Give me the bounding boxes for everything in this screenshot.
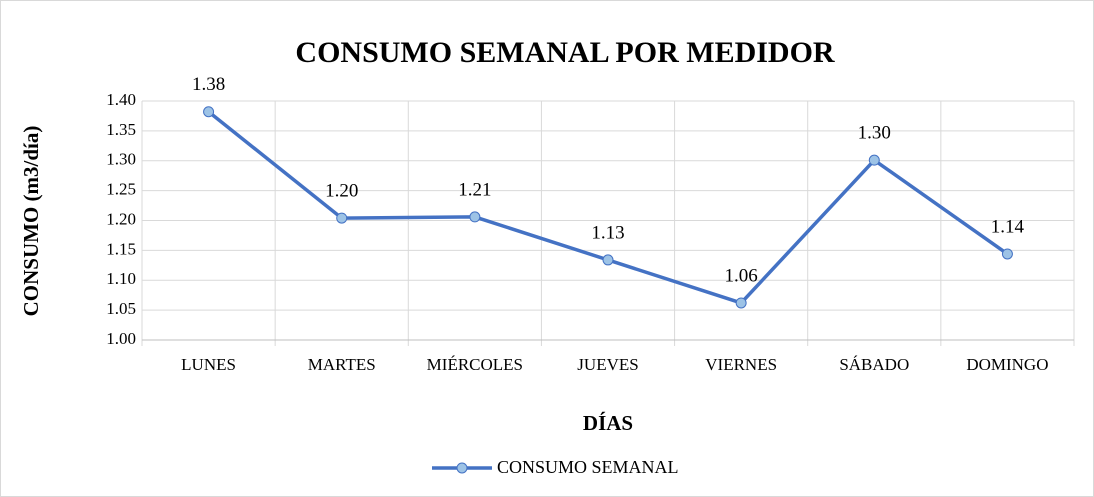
y-tick-label: 1.05 — [106, 299, 136, 318]
data-label: 1.14 — [991, 216, 1025, 237]
data-point — [203, 106, 215, 118]
x-tick-label: VIERNES — [705, 355, 777, 374]
y-tick-label: 1.15 — [106, 239, 136, 258]
x-tick-label: DOMINGO — [966, 355, 1048, 374]
x-tick-label: JUEVES — [577, 355, 638, 374]
legend-marker — [456, 462, 468, 474]
data-point — [602, 254, 614, 266]
data-label: 1.06 — [725, 265, 758, 286]
data-label: 1.38 — [192, 74, 225, 95]
y-tick-label: 1.35 — [106, 120, 136, 139]
x-axis-label: DÍAS — [583, 411, 633, 435]
data-point — [1001, 248, 1013, 260]
y-axis-label: CONSUMO (m3/día) — [19, 126, 43, 317]
data-point — [336, 212, 348, 224]
chart-title: CONSUMO SEMANAL POR MEDIDOR — [295, 36, 835, 69]
x-tick-label: MIÉRCOLES — [427, 355, 523, 374]
data-label: 1.13 — [591, 222, 624, 243]
data-label: 1.30 — [858, 123, 891, 144]
y-tick-label: 1.00 — [106, 329, 136, 348]
data-label: 1.20 — [325, 180, 358, 201]
y-tick-label: 1.30 — [106, 150, 136, 169]
y-tick-label: 1.25 — [106, 180, 136, 199]
data-point — [469, 211, 481, 223]
x-tick-label: MARTES — [308, 355, 376, 374]
y-tick-label: 1.10 — [106, 269, 136, 288]
y-tick-label: 1.20 — [106, 209, 136, 228]
y-tick-label: 1.40 — [106, 90, 136, 109]
legend-label: CONSUMO SEMANAL — [497, 457, 679, 477]
data-point — [735, 297, 747, 309]
x-tick-label: LUNES — [181, 355, 236, 374]
data-point — [868, 154, 880, 166]
x-tick-label: SÁBADO — [839, 355, 909, 374]
data-label: 1.21 — [458, 179, 491, 200]
